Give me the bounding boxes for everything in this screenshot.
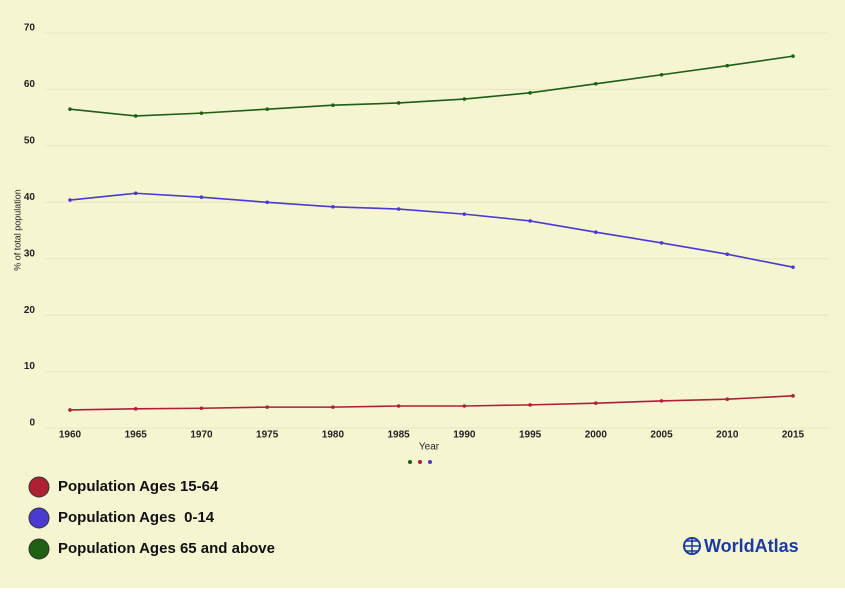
data-point [725, 397, 730, 402]
legend-label: Population Ages 15-64 [58, 478, 219, 495]
data-point [331, 205, 335, 209]
y-tick-label: 50 [24, 135, 36, 146]
logo-lines [684, 538, 700, 554]
data-point [659, 72, 664, 77]
series-line [69, 55, 794, 117]
x-tick-label: 1995 [519, 430, 542, 441]
data-point [331, 405, 335, 409]
y-tick-label: 70 [24, 23, 36, 34]
y-tick-label: 10 [24, 361, 36, 372]
background [0, 0, 845, 588]
legend-marker [28, 507, 50, 529]
data-point [133, 191, 138, 196]
data-point [331, 103, 335, 108]
legend-dot [428, 460, 432, 464]
x-tick-label: 2010 [716, 430, 739, 441]
data-point [725, 252, 730, 256]
y-tick-label: 20 [24, 305, 36, 316]
logo: WorldAtlas [683, 536, 799, 556]
data-point [396, 101, 401, 105]
x-tick-label: 1990 [453, 430, 476, 441]
data-point [133, 114, 138, 118]
x-tick-label: 1985 [388, 430, 411, 441]
data-point [68, 408, 72, 412]
x-axis-label: Year [419, 442, 440, 453]
data-point [265, 107, 269, 111]
data-point [265, 405, 269, 409]
data-point [791, 394, 795, 398]
x-tick-label: 2015 [782, 430, 805, 441]
data-point [68, 107, 72, 111]
data-point [133, 407, 138, 411]
data-point [594, 81, 598, 86]
data-point [659, 399, 664, 403]
data-point [68, 198, 72, 202]
legend-marker [28, 476, 50, 498]
legend-dot [418, 460, 422, 464]
x-tick-label: 2005 [650, 430, 673, 441]
x-tick-label: 1965 [125, 430, 148, 441]
x-tick-label: 1980 [322, 430, 345, 441]
legend-label: Population Ages 65 and above [58, 540, 275, 557]
series-line [69, 192, 794, 268]
data-point [528, 403, 532, 407]
y-axis-label: % of total population [12, 189, 22, 271]
data-point [199, 195, 204, 200]
series-line [69, 395, 794, 411]
data-point [725, 63, 730, 68]
data-point [462, 97, 467, 101]
y-tick-label: 0 [29, 418, 35, 429]
data-point [528, 219, 532, 223]
legend-dot [408, 460, 412, 464]
y-tick-label: 30 [24, 248, 36, 259]
data-point [462, 404, 467, 408]
data-point [528, 91, 532, 95]
x-tick-label: 2000 [585, 430, 608, 441]
data-point [396, 404, 401, 408]
x-tick-label: 1975 [256, 430, 279, 441]
legend-label: Population Ages 0-14 [58, 509, 215, 526]
data-point [791, 54, 795, 58]
data-point [594, 230, 598, 234]
data-point [594, 401, 598, 405]
data-point [199, 111, 204, 115]
data-point [396, 207, 401, 211]
y-tick-label: 40 [24, 192, 36, 203]
data-point [791, 265, 795, 269]
data-point [462, 212, 467, 216]
data-point [659, 241, 664, 245]
data-point [265, 200, 269, 205]
x-tick-label: 1960 [59, 430, 82, 441]
data-point [199, 406, 204, 411]
x-tick-label: 1970 [190, 430, 213, 441]
legend-marker [28, 538, 50, 560]
watermark: WorldAtlas [704, 536, 799, 556]
y-tick-label: 60 [24, 79, 36, 90]
